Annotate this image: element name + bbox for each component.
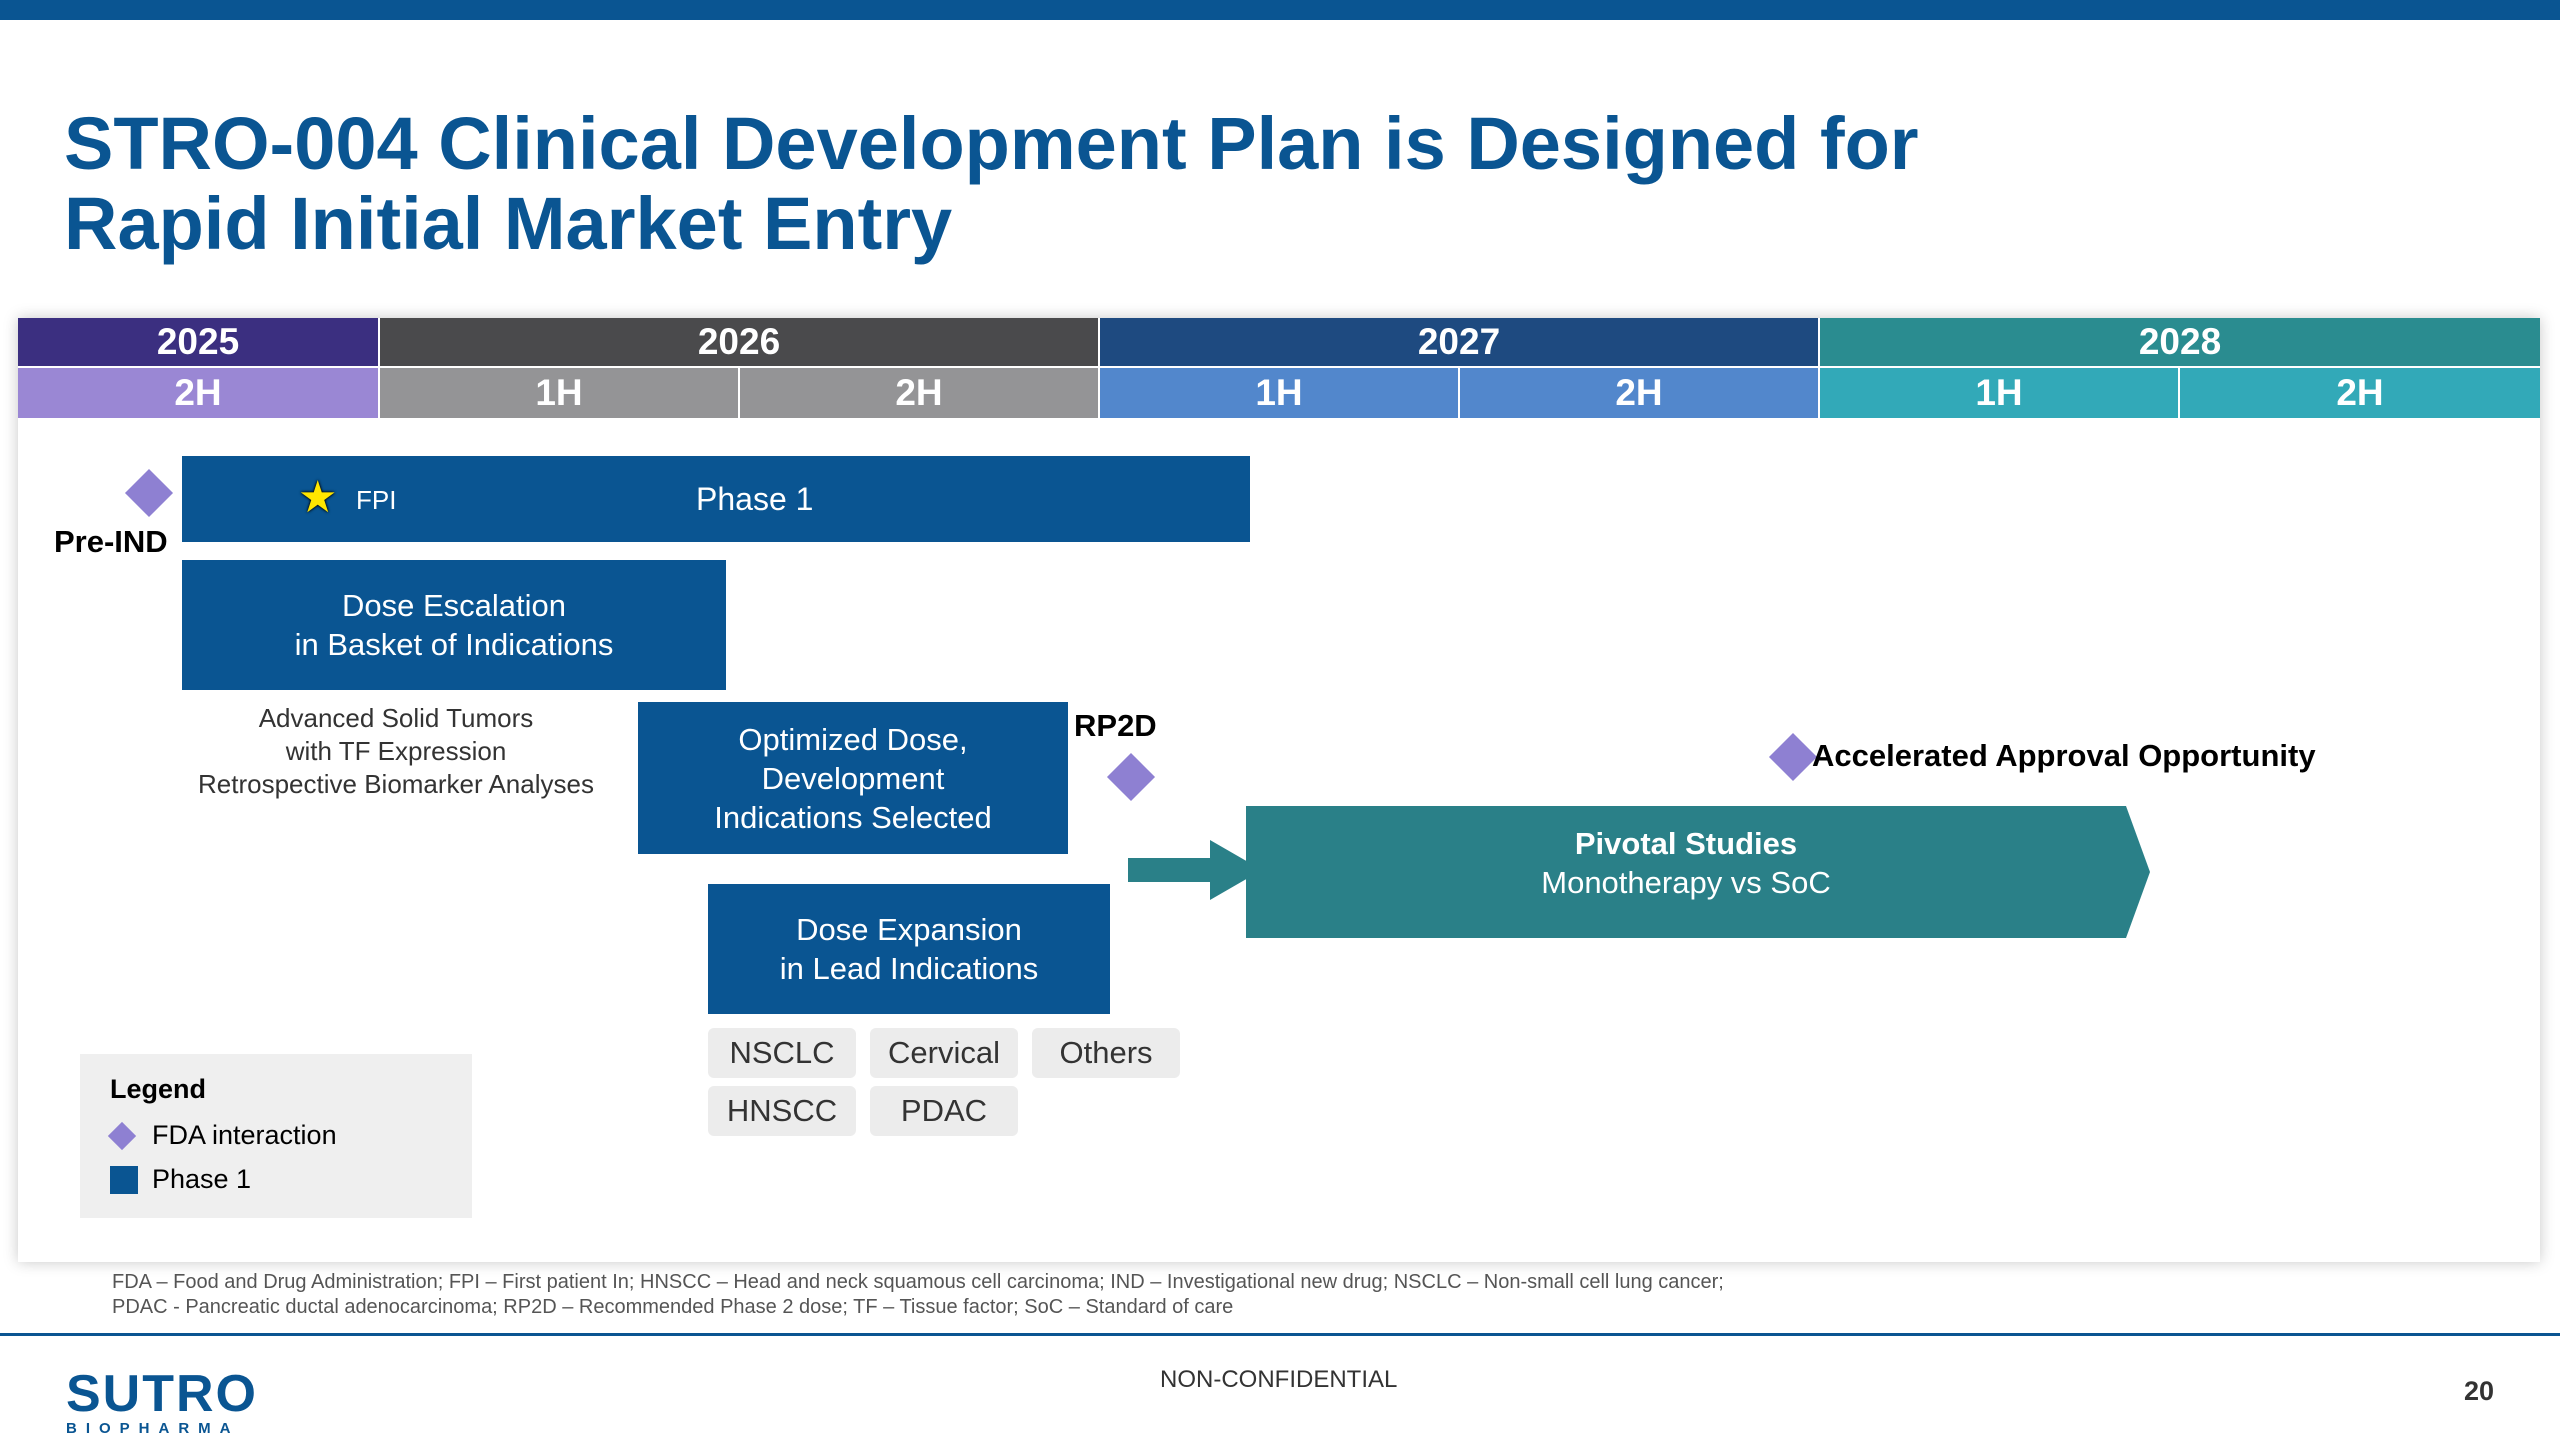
half-2028-2h: 2H xyxy=(2180,368,2540,418)
basket-note-line2: with TF Expression xyxy=(285,736,507,766)
pre-ind-label: Pre-IND xyxy=(54,524,168,559)
optimized-dose-bar: Optimized Dose, Development Indications … xyxy=(638,702,1068,854)
half-2026-2h: 2H xyxy=(740,368,1098,418)
half-2025-2h: 2H xyxy=(18,368,378,418)
half-2026-1h: 1H xyxy=(380,368,738,418)
page-number: 20 xyxy=(2464,1376,2495,1406)
pre-ind-diamond xyxy=(124,468,174,518)
legend-title: Legend xyxy=(110,1074,207,1104)
slide-title: STRO-004 Clinical Development Plan is De… xyxy=(64,104,2064,264)
indication-chip-others: Others xyxy=(1032,1028,1180,1078)
legend-fda-label: FDA interaction xyxy=(152,1120,337,1150)
half-2027-1h: 1H xyxy=(1100,368,1458,418)
rp2d-diamond xyxy=(1106,752,1156,802)
transition-arrow-icon xyxy=(1128,840,1262,900)
basket-note: Advanced Solid Tumors with TF Expression… xyxy=(178,702,614,801)
dose-escalation-line1: Dose Escalation xyxy=(341,588,566,623)
phase1-label: Phase 1 xyxy=(696,481,814,517)
year-2025: 2025 xyxy=(18,318,378,366)
legend-box: Legend FDA interaction Phase 1 xyxy=(80,1054,472,1218)
timeline-panel: 2025 2026 2027 2028 2H 1H 2H 1H 2H 1H 2H… xyxy=(18,318,2540,1262)
fpi-label: FPI xyxy=(356,485,397,515)
legend-square-icon xyxy=(110,1166,138,1194)
basket-note-line3: Retrospective Biomarker Analyses xyxy=(198,769,594,799)
indication-chip-pdac: PDAC xyxy=(870,1086,1018,1136)
dose-expansion-line1: Dose Expansion xyxy=(796,912,1022,947)
fpi-star-icon: ★ xyxy=(298,473,338,522)
logo-wordmark: SUTRO xyxy=(66,1365,258,1423)
title-line-1: STRO-004 Clinical Development Plan is De… xyxy=(64,102,1919,185)
indication-chip-hnscc: HNSCC xyxy=(708,1086,856,1136)
top-accent-bar xyxy=(0,0,2560,20)
pivotal-studies-line2: Monotherapy vs SoC xyxy=(1541,865,1831,900)
pivotal-studies-line1: Pivotal Studies xyxy=(1574,826,1798,861)
accelerated-approval-label: Accelerated Approval Opportunity xyxy=(1812,738,2316,773)
phase1-bar xyxy=(182,456,1250,542)
footnote-line1: FDA – Food and Drug Administration; FPI … xyxy=(112,1271,1724,1293)
title-line-2: Rapid Initial Market Entry xyxy=(64,182,953,265)
pivotal-studies-shape xyxy=(1246,806,2150,938)
dose-escalation-bar: Dose Escalation in Basket of Indications xyxy=(182,560,726,690)
indication-chip-cervical: Cervical xyxy=(870,1028,1018,1078)
logo-subtitle: BIOPHARMA xyxy=(66,1420,240,1437)
year-2027: 2027 xyxy=(1100,318,1818,366)
dose-escalation-line2: in Basket of Indications xyxy=(294,627,614,662)
basket-note-line1: Advanced Solid Tumors xyxy=(258,703,534,733)
rp2d-label: RP2D xyxy=(1074,708,1157,743)
half-2028-1h: 1H xyxy=(1820,368,2178,418)
optimized-dose-line2: Development xyxy=(761,760,945,796)
indication-chip-nsclc: NSCLC xyxy=(708,1028,856,1078)
year-2026: 2026 xyxy=(380,318,1098,366)
footnote: FDA – Food and Drug Administration; FPI … xyxy=(112,1270,2112,1320)
year-2028: 2028 xyxy=(1820,318,2540,366)
legend-phase1-label: Phase 1 xyxy=(152,1164,252,1194)
optimized-dose-line1: Optimized Dose, xyxy=(738,721,968,757)
pivotal-studies-text: Pivotal Studies Monotherapy vs SoC xyxy=(1246,824,2126,902)
footer-divider xyxy=(0,1333,2560,1336)
footnote-line2: PDAC - Pancreatic ductal adenocarcinoma;… xyxy=(112,1296,1234,1318)
dose-expansion-bar: Dose Expansion in Lead Indications xyxy=(708,884,1110,1014)
sutro-logo: SUTRO BIOPHARMA xyxy=(66,1368,258,1438)
classification-label: NON-CONFIDENTIAL xyxy=(1160,1366,1398,1393)
optimized-dose-line3: Indications Selected xyxy=(714,799,992,835)
dose-expansion-line2: in Lead Indications xyxy=(779,951,1039,986)
half-2027-2h: 2H xyxy=(1460,368,1818,418)
legend-diamond-icon xyxy=(107,1121,137,1151)
accelerated-approval-diamond xyxy=(1768,732,1818,782)
